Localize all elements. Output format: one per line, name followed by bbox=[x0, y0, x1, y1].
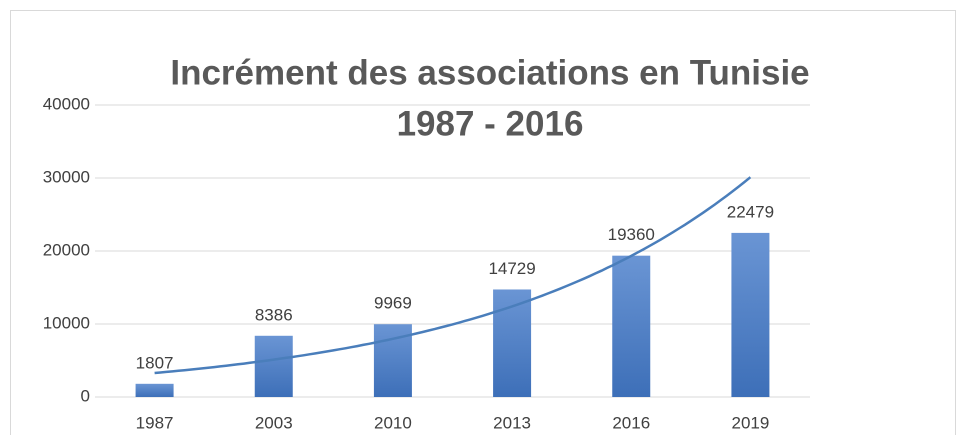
trendline bbox=[154, 176, 752, 375]
x-tick-label: 2003 bbox=[255, 413, 293, 432]
data-label: 14729 bbox=[488, 259, 535, 278]
data-label: 19360 bbox=[608, 225, 655, 244]
y-tick-label: 10000 bbox=[43, 313, 90, 332]
y-tick-label: 20000 bbox=[43, 240, 90, 259]
chart-title: Incrément des associations en Tunisie bbox=[170, 53, 809, 92]
x-tick-label: 2013 bbox=[493, 413, 531, 432]
chart-border bbox=[10, 10, 956, 435]
bar bbox=[731, 232, 770, 397]
chart-title: 1987 - 2016 bbox=[397, 104, 584, 143]
bar bbox=[135, 383, 174, 397]
data-label: 9969 bbox=[374, 294, 412, 313]
x-tick-label: 2019 bbox=[732, 413, 770, 432]
bar bbox=[254, 335, 293, 397]
x-tick-label: 2016 bbox=[612, 413, 650, 432]
x-tick-label: 2010 bbox=[374, 413, 412, 432]
data-label: 8386 bbox=[255, 305, 293, 324]
data-label: 22479 bbox=[727, 202, 774, 221]
y-tick-label: 0 bbox=[81, 386, 90, 405]
y-tick-label: 30000 bbox=[43, 167, 90, 186]
y-tick-label: 40000 bbox=[43, 94, 90, 113]
data-label: 1807 bbox=[136, 353, 174, 372]
x-tick-label: 1987 bbox=[136, 413, 174, 432]
bar bbox=[612, 255, 651, 397]
